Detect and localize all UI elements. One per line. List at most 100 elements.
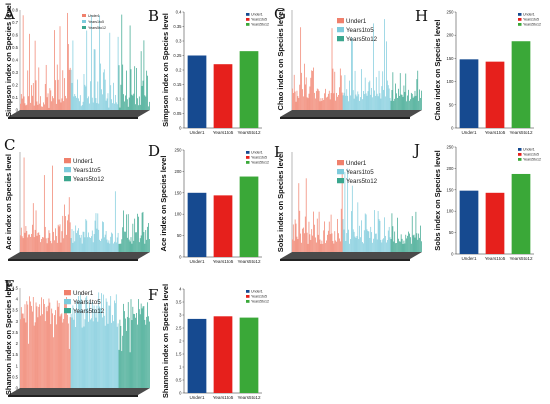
sample-bar	[90, 237, 91, 252]
sample-bar	[85, 219, 87, 252]
sample-bar	[421, 241, 422, 252]
sample-bar	[71, 82, 73, 110]
sample-bar	[145, 324, 147, 388]
panel-letter: D	[148, 142, 160, 160]
category-label: Under1	[189, 395, 205, 400]
sample-bar	[136, 232, 137, 252]
sample-bar	[295, 223, 297, 252]
sample-bar	[310, 77, 312, 110]
sample-bar	[80, 106, 82, 110]
sample-bar	[31, 224, 33, 252]
sample-bar	[44, 321, 46, 388]
sample-bar	[385, 96, 386, 110]
sample-bar	[31, 311, 33, 388]
sample-bar	[381, 242, 383, 252]
axis-floor	[280, 252, 422, 259]
sample-bar	[69, 222, 71, 252]
sample-bar	[135, 104, 136, 110]
sample-bar	[293, 74, 295, 110]
sample-bar	[47, 237, 49, 252]
sample-bar	[33, 237, 35, 252]
sample-bar	[410, 237, 411, 252]
sample-bar	[74, 309, 76, 388]
sample-bar	[120, 84, 122, 110]
sample-bar	[355, 237, 357, 252]
sample-bar	[110, 85, 112, 110]
sample-bar	[74, 241, 76, 252]
sample-bar	[113, 321, 114, 388]
sample-bar	[356, 96, 358, 110]
sample-bar	[344, 171, 346, 252]
sample-bar	[22, 15, 24, 110]
legend-label: Under1	[523, 148, 535, 152]
legend-label: Under1	[73, 158, 94, 165]
sample-bar	[140, 235, 142, 252]
sample-bar	[406, 101, 408, 110]
sample-bar	[130, 299, 132, 388]
sample-bar	[120, 243, 122, 252]
legend-swatch	[64, 290, 71, 296]
sample-bar	[397, 217, 398, 252]
y-axis-label: Sobs index on Species level	[276, 152, 285, 252]
sample-bar	[40, 96, 41, 110]
legend-label: Years5to12	[346, 178, 378, 185]
legend-label: Under1	[251, 290, 263, 294]
sample-bar	[20, 103, 21, 110]
sample-bar	[56, 300, 58, 388]
sample-bar	[68, 69, 70, 110]
sample-bar	[361, 69, 362, 110]
legend-swatch	[82, 14, 86, 17]
sample-bar	[319, 239, 321, 252]
sample-bar	[316, 218, 318, 252]
sample-bar	[46, 97, 48, 110]
sample-bar	[99, 306, 101, 388]
legend-label: Under1	[88, 14, 100, 18]
axis-floor	[8, 252, 150, 259]
sample-bar	[370, 226, 372, 252]
sample-bar	[323, 99, 325, 110]
category-label: Years5to12	[237, 395, 261, 400]
sample-bar	[51, 243, 53, 252]
sample-bar	[302, 228, 303, 252]
sample-bar	[373, 238, 374, 252]
sample-bar	[383, 89, 384, 110]
sample-bar	[75, 95, 77, 110]
sample-bar	[348, 101, 349, 110]
legend-label: Years1to5	[523, 18, 539, 22]
sample-bar	[133, 313, 135, 388]
sample-bar	[410, 99, 411, 110]
tick-label: 50	[449, 102, 454, 107]
sample-bar	[130, 69, 132, 110]
sample-bar	[146, 239, 148, 252]
sample-bar	[93, 305, 95, 388]
sample-bar	[87, 98, 89, 110]
sample-bar	[394, 231, 396, 252]
sample-bar	[418, 100, 420, 110]
legend-swatch	[64, 167, 71, 173]
sample-bar	[102, 317, 103, 388]
sample-bar	[371, 87, 373, 110]
legend-swatch	[337, 36, 344, 42]
sample-bar	[103, 237, 105, 252]
sample-bar	[351, 211, 352, 252]
tick-label: 250	[175, 148, 183, 153]
legend-swatch	[518, 148, 522, 151]
sample-bar	[20, 235, 21, 252]
panel-letter: H	[415, 7, 428, 25]
sample-bar	[85, 297, 87, 388]
sample-bar	[141, 212, 143, 252]
sample-bar	[122, 335, 124, 388]
sample-bar	[415, 211, 417, 252]
sample-bar	[41, 239, 42, 252]
legend-label: Under1	[251, 13, 263, 17]
sample-bar	[294, 219, 296, 252]
sample-bar	[332, 68, 334, 110]
sample-bar	[64, 204, 65, 252]
sample-bar	[44, 83, 46, 110]
sample-bar	[342, 219, 344, 252]
sample-bar	[126, 237, 128, 252]
panel-letter: J	[412, 141, 420, 159]
sample-bar	[328, 221, 330, 252]
sample-bar	[369, 80, 371, 110]
sample-bar	[398, 241, 400, 252]
